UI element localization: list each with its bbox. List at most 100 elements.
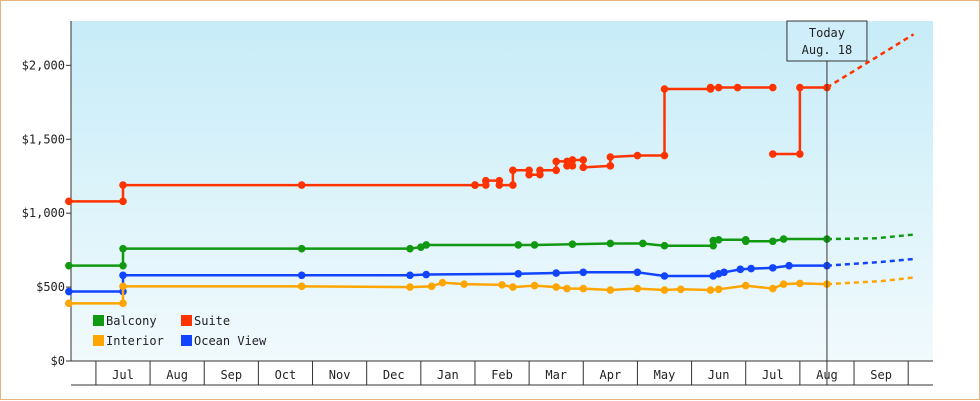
data-point: [471, 181, 479, 189]
forecast-line: [826, 233, 914, 241]
data-point: [509, 181, 517, 189]
data-point: [119, 181, 127, 189]
data-point: [460, 280, 468, 288]
data-point: [514, 269, 523, 278]
data-point: [297, 181, 306, 189]
data-point: [552, 269, 560, 277]
legend-swatch: [181, 315, 192, 326]
data-point: [660, 85, 669, 93]
data-point: [706, 83, 715, 92]
data-point: [747, 264, 755, 273]
legend-swatch: [93, 335, 104, 346]
x-tick-label: Jan: [437, 368, 459, 382]
data-point: [720, 268, 728, 277]
y-tick-label: $2,000: [22, 58, 65, 72]
x-tick-label: Oct: [275, 368, 297, 382]
data-point: [509, 166, 517, 175]
data-point: [741, 237, 750, 246]
legend-label: Interior: [106, 334, 164, 348]
data-point: [796, 150, 804, 158]
data-point: [438, 278, 447, 287]
forecast-line: [826, 257, 914, 267]
legend-item: Balcony: [93, 314, 157, 328]
legend: Balcony Suite Interior Ocean View: [93, 314, 267, 348]
x-tick-label: Apr: [600, 368, 622, 382]
y-tick-label: $1,500: [22, 132, 65, 146]
data-point: [498, 281, 506, 289]
legend-label: Ocean View: [194, 334, 267, 348]
data-point: [530, 281, 539, 290]
data-point: [568, 156, 577, 164]
data-point: [706, 286, 715, 294]
data-point: [579, 284, 588, 293]
today-marker: Today Aug. 18: [786, 20, 868, 385]
today-date: Aug. 18: [802, 43, 853, 57]
data-point: [563, 284, 571, 293]
data-point: [796, 83, 804, 92]
data-point: [779, 280, 788, 288]
x-tick-label: May: [654, 368, 676, 382]
data-point: [676, 285, 685, 294]
data-point: [579, 156, 588, 164]
today-label: Today: [809, 26, 845, 40]
data-point: [552, 283, 560, 291]
data-point: [633, 151, 642, 160]
data-point: [119, 261, 127, 270]
data-point: [509, 283, 517, 291]
legend-item: Interior: [93, 334, 164, 348]
x-axis: Jul Aug Sep Oct Nov Dec Jan Feb Mar Apr May Jun Jul A…: [71, 360, 933, 386]
data-point: [525, 170, 533, 179]
data-point: [422, 270, 431, 279]
series-layer: [65, 33, 915, 308]
x-tick-label: Aug: [166, 368, 188, 382]
x-tick-label: Feb: [491, 368, 513, 382]
data-point: [530, 241, 539, 249]
data-point: [769, 83, 777, 92]
data-point: [65, 287, 73, 296]
data-point: [552, 157, 560, 166]
y-axis: $0 $500 $1,000 $1,500 $2,000: [22, 21, 72, 368]
data-point: [733, 83, 742, 92]
y-tick-label: $500: [36, 280, 65, 294]
x-tick-label: Sep: [870, 368, 892, 382]
data-point: [406, 283, 414, 291]
x-tick-label: Jul: [112, 368, 134, 382]
data-point: [606, 286, 615, 294]
data-point: [297, 282, 306, 291]
data-point: [714, 83, 723, 92]
data-point: [714, 235, 723, 244]
today-box: [786, 20, 868, 62]
data-point: [568, 162, 577, 170]
x-tick-label: Sep: [220, 368, 242, 382]
forecast-line: [826, 33, 915, 89]
data-point: [482, 176, 490, 185]
series-interior: [65, 276, 914, 308]
data-point: [427, 282, 436, 291]
data-point: [633, 284, 642, 293]
legend-label: Suite: [194, 314, 230, 328]
data-point: [579, 163, 588, 172]
series-line: [772, 86, 827, 156]
data-point: [65, 261, 73, 270]
data-point: [552, 166, 560, 175]
data-point: [769, 150, 777, 158]
data-point: [741, 281, 750, 290]
data-point: [297, 244, 306, 253]
data-point: [119, 299, 127, 308]
series-suite: [65, 33, 915, 206]
data-point: [606, 239, 615, 248]
data-point: [769, 284, 777, 293]
series-ocean-view: [65, 257, 914, 296]
y-tick-label: $0: [51, 354, 65, 368]
legend-item: Ocean View: [181, 334, 267, 348]
data-point: [297, 271, 306, 280]
data-point: [660, 286, 669, 294]
data-point: [65, 197, 73, 206]
data-point: [796, 279, 804, 288]
data-point: [406, 271, 414, 280]
data-point: [422, 241, 431, 249]
legend-swatch: [93, 315, 104, 326]
x-tick-label: Dec: [383, 368, 405, 382]
